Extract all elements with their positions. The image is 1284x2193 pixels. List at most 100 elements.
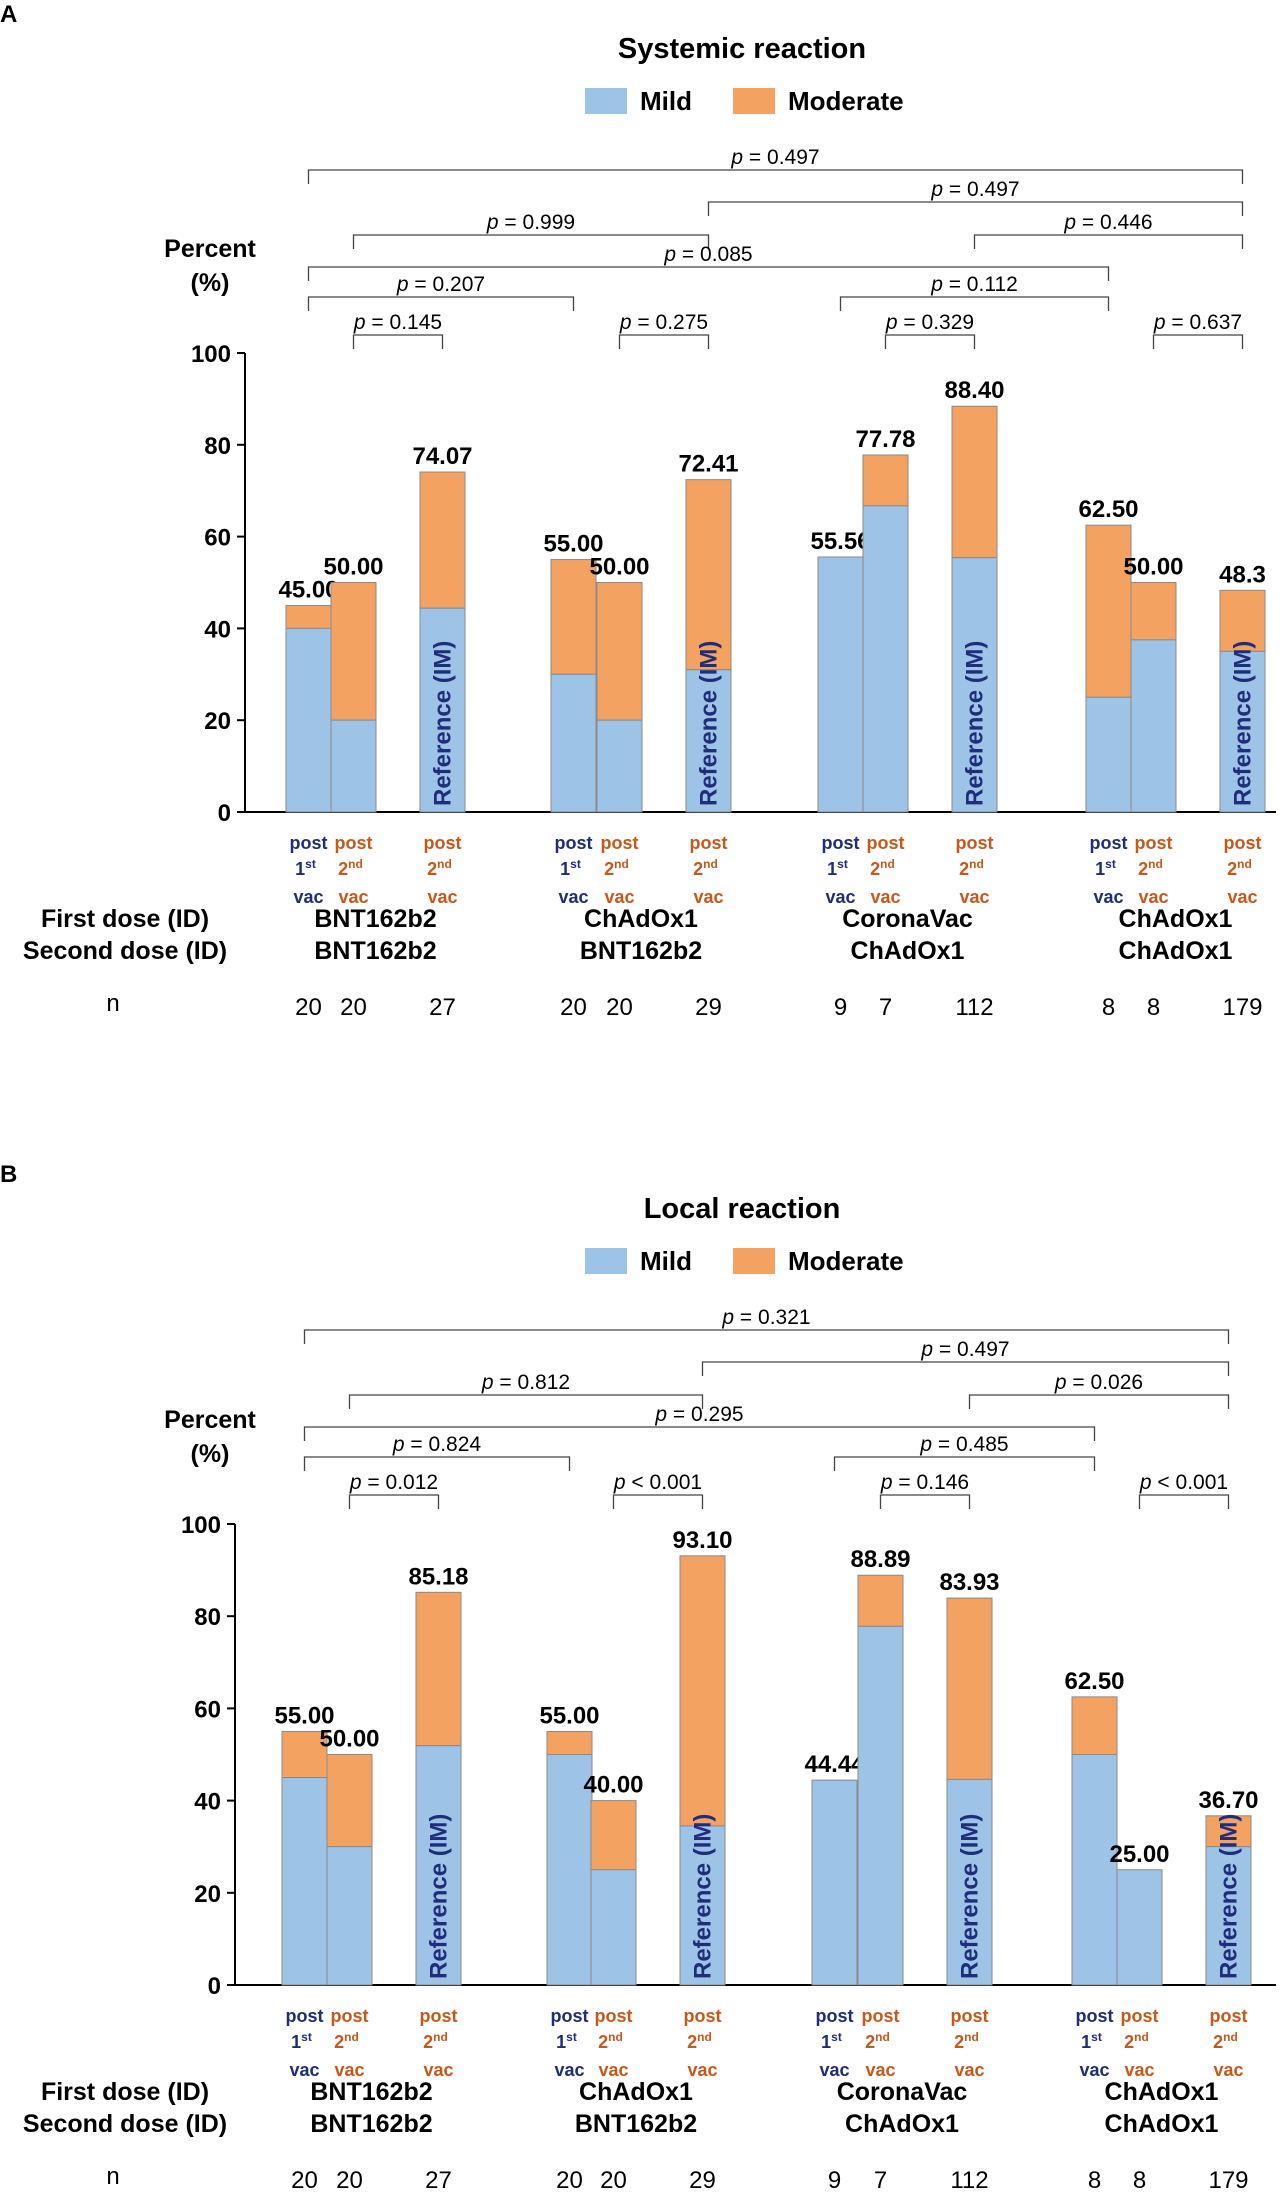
comparison-bracket: p = 0.275 [618, 311, 710, 349]
p-symbol: p [1153, 311, 1166, 334]
reference-label: Reference (IM) [430, 641, 457, 806]
y-tick-label: 60 [204, 525, 231, 552]
p-value: = 0.112 [943, 273, 1018, 296]
category-label-post: post [862, 2006, 900, 2026]
p-value: = 0.012 [362, 1471, 438, 1494]
bar-value-label: 88.40 [944, 377, 1004, 404]
category-label-ordinal: nd [697, 2030, 712, 2044]
p-value: = 0.329 [898, 311, 974, 334]
category-label-vac: vac [334, 2060, 364, 2080]
row-label-second-dose: Second dose (ID) [23, 937, 227, 965]
n-value: 29 [695, 994, 722, 1021]
legend-swatch-mild [585, 1248, 627, 1274]
bar-moderate-segment [946, 1597, 993, 1780]
category-label-post: post [551, 2006, 589, 2026]
bar-moderate-segment [1085, 524, 1132, 698]
category-label-post: post [822, 833, 860, 853]
n-value: 9 [834, 994, 847, 1021]
legend-label-moderate: Moderate [788, 1246, 904, 1276]
p-value-label: p = 0.085 [663, 243, 752, 266]
bar-value-label: 50.00 [1123, 554, 1183, 581]
row-label-second-dose: Second dose (ID) [23, 2110, 227, 2138]
category-label-vac: vac [1138, 887, 1168, 907]
category-label-vac: vac [598, 2060, 628, 2080]
legend-label-mild: Mild [640, 1246, 692, 1276]
p-symbol: p [1063, 211, 1076, 234]
bar-moderate-segment [419, 471, 466, 609]
p-value: = 0.295 [667, 1403, 743, 1426]
y-axis-label-unit: (%) [191, 269, 230, 297]
bar-moderate-segment [285, 604, 332, 629]
bracket-line [303, 1426, 1096, 1441]
comparison-bracket: p = 0.112 [839, 273, 1110, 311]
p-value: = 0.497 [943, 178, 1019, 201]
group-first-dose: BNT162b2 [310, 2078, 432, 2106]
reference-label: Reference (IM) [957, 1814, 984, 1979]
bar-moderate-segment [1205, 1815, 1252, 1848]
p-symbol: p [486, 211, 499, 234]
p-symbol: p [1139, 1471, 1152, 1494]
n-value: 179 [1222, 994, 1262, 1021]
group-second-dose: BNT162b2 [575, 2110, 697, 2138]
comparison-bracket: p = 0.999 [352, 211, 710, 249]
comparison-bracket: p = 0.295 [303, 1403, 1096, 1441]
bar-mild-segment [817, 556, 864, 813]
category-label-ordinal: st [1091, 2030, 1102, 2044]
p-symbol: p [885, 311, 898, 334]
group-second-dose: ChAdOx1 [845, 2110, 959, 2138]
p-value-label: p = 0.207 [396, 273, 485, 296]
bar-moderate-segment [1130, 582, 1177, 641]
p-symbol: p [880, 1471, 893, 1494]
legend: Mild Moderate [585, 1246, 904, 1276]
legend-swatch-moderate [733, 1248, 775, 1274]
bracket-line [884, 334, 976, 349]
p-value-label: p = 0.446 [1063, 211, 1152, 234]
bracket-line [973, 234, 1244, 249]
p-value: = 0.145 [366, 311, 442, 334]
category-label-vac: vac [1093, 887, 1123, 907]
bar-mild-segment [685, 669, 732, 813]
p-value: = 0.321 [734, 1306, 810, 1329]
p-value: = 0.026 [1067, 1371, 1143, 1394]
bracket-line [303, 1329, 1230, 1344]
p-value: = 0.275 [632, 311, 708, 334]
group-first-dose: ChAdOx1 [584, 905, 698, 933]
bracket-line [307, 169, 1244, 184]
category-label-post: post [867, 833, 905, 853]
category-label-ordinal: nd [964, 2030, 979, 2044]
p-value-label: p = 0.329 [885, 311, 974, 334]
category-label-ordinal: st [566, 2030, 577, 2044]
category-label-vac: vac [954, 2060, 984, 2080]
bracket-line [618, 334, 710, 349]
bar-moderate-segment [862, 454, 909, 507]
p-value: = 0.446 [1076, 211, 1152, 234]
p-value: = 0.999 [499, 211, 575, 234]
bracket-line [707, 201, 1244, 216]
bar-mild-segment [1219, 650, 1266, 813]
bar-value-label: 85.18 [408, 1563, 468, 1590]
category-label-vac: vac [687, 2060, 717, 2080]
bar-value-label: 48.3 [1219, 561, 1266, 588]
bracket-line [701, 1361, 1230, 1376]
category-label-vac: vac [554, 2060, 584, 2080]
category-label-post: post [1135, 833, 1173, 853]
row-label-n: n [106, 2163, 119, 2190]
legend-swatch-moderate [733, 88, 775, 114]
panel-letter: A [0, 1, 17, 28]
group-second-dose: BNT162b2 [314, 937, 436, 965]
bracket-line [968, 1394, 1230, 1409]
bracket-line [612, 1494, 704, 1509]
bracket-line [839, 296, 1110, 311]
category-label-vac: vac [870, 887, 900, 907]
bar-mild-segment [1071, 1754, 1118, 1986]
bracket-line [879, 1494, 971, 1509]
p-value-label: p = 0.485 [919, 1433, 1008, 1456]
p-symbol: p [353, 311, 366, 334]
bar-mild-segment [415, 1745, 462, 1986]
category-label-ordinal: nd [1148, 857, 1163, 871]
bar-value-label: 45.00 [278, 576, 338, 603]
category-label-ordinal: st [305, 857, 316, 871]
category-label-post: post [956, 833, 994, 853]
bar-moderate-segment [330, 582, 377, 721]
category-label-ordinal: nd [608, 2030, 623, 2044]
